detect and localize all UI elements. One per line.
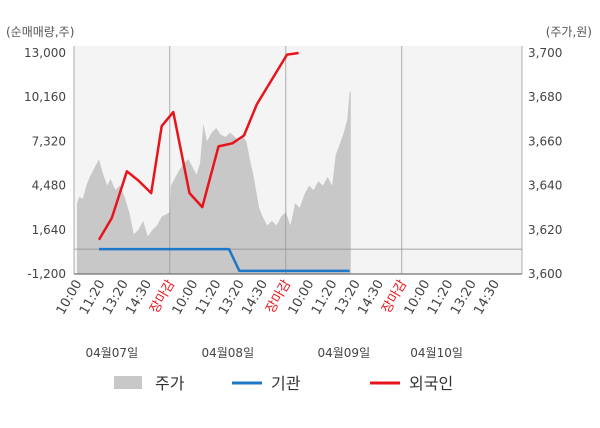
series-line-foreign [97,51,299,241]
day-label: 04월09일 [317,346,370,360]
series-price-area [77,90,351,274]
axis-layer [73,46,523,275]
right-tick-label: 3,660 [528,134,562,148]
day-labels: 04월07일 04월08일 04월09일 04월10일 [85,346,462,360]
left-tick-label: 4,480 [32,179,66,193]
right-tick-label: 3,700 [528,46,562,60]
price-area-layer [77,90,351,274]
left-tick-label: 10,160 [24,90,66,104]
day-label: 04월10일 [410,346,463,360]
series-line-layer [97,51,350,273]
right-tick-label: 3,600 [528,267,562,281]
day-label: 04월08일 [201,346,254,360]
right-axis-title: (주가,원) [546,25,592,39]
right-axis-ticks: 3,600 3,620 3,640 3,660 3,680 3,700 [528,46,562,281]
legend-label-price: 주가 [155,374,185,393]
legend-label-institution: 기관 [271,374,301,393]
x-axis-ticks: 10:0011:2013:2014:30장마감10:0011:2013:2014… [54,277,503,317]
left-tick-label: 1,640 [32,223,66,237]
right-tick-label: 3,620 [528,223,562,237]
left-tick-label: -1,200 [27,267,66,281]
day-label: 04월07일 [85,346,138,360]
legend-label-foreign: 외국인 [409,374,453,393]
series-line-institution [99,247,350,273]
left-axis-title: (순매매량,주) [6,25,74,39]
left-tick-label: 13,000 [24,46,66,60]
left-tick-label: 7,320 [32,134,66,148]
legend-swatch-price [114,376,142,389]
legend: 주가 기관 외국인 [114,374,453,393]
left-axis-ticks: -1,200 1,640 4,480 7,320 10,160 13,000 [24,46,66,281]
right-tick-label: 3,640 [528,179,562,193]
right-tick-label: 3,680 [528,90,562,104]
